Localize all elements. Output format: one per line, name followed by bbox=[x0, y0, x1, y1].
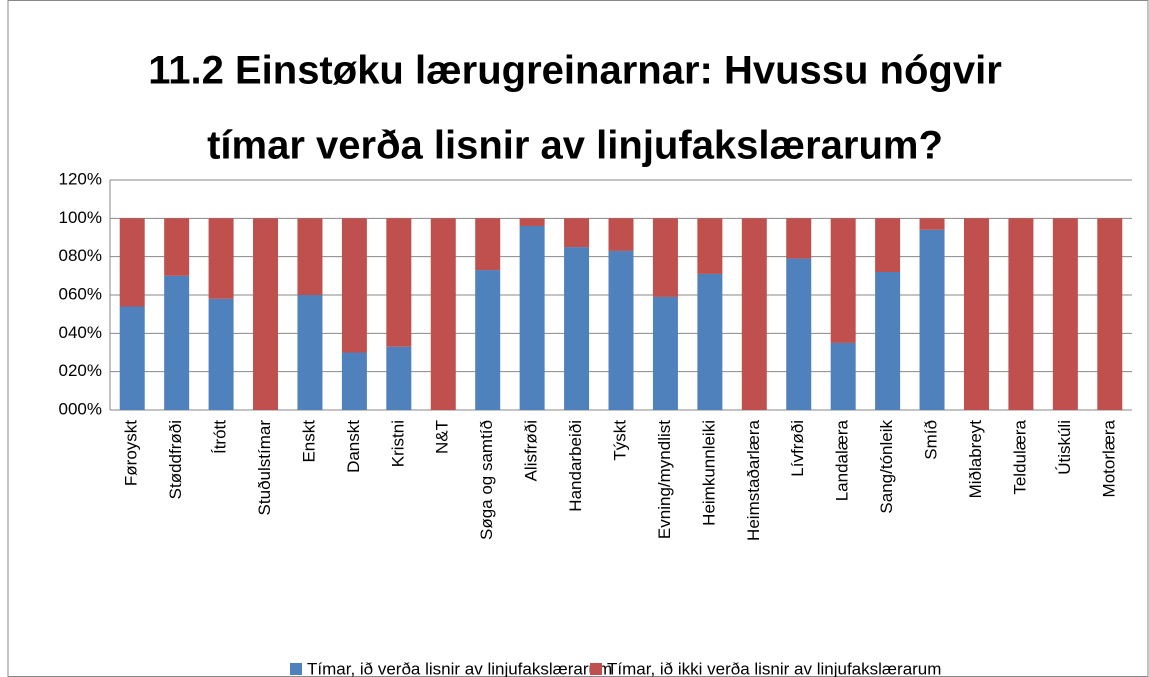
x-tick-label: Stuðulstímar bbox=[255, 420, 274, 516]
x-tick-label: Lívfrøði bbox=[788, 420, 807, 477]
bar-segment bbox=[697, 218, 723, 274]
bar-segment bbox=[164, 275, 190, 410]
bar-segment bbox=[430, 218, 456, 410]
legend-swatch bbox=[290, 663, 302, 675]
bar-segment bbox=[208, 218, 234, 299]
chart-title: tímar verða lisnir av linjufakslærarum? bbox=[207, 124, 943, 168]
bar-segment bbox=[386, 346, 412, 410]
bar-segment bbox=[475, 218, 501, 271]
bar-segment bbox=[963, 218, 989, 410]
bar-segment bbox=[1008, 218, 1034, 410]
x-tick-label: N&T bbox=[433, 420, 452, 454]
x-tick-label: Handarbeiði bbox=[566, 420, 585, 512]
bar-segment bbox=[741, 218, 767, 410]
bar-segment bbox=[564, 218, 590, 248]
x-tick-label: Heimkunnleiki bbox=[699, 420, 718, 526]
bar-segment bbox=[608, 218, 634, 251]
bar-segment bbox=[475, 270, 501, 410]
bar-segment bbox=[519, 218, 545, 226]
x-tick-label: Ítrótt bbox=[211, 420, 230, 454]
bar-segment bbox=[341, 352, 367, 410]
y-tick-label: 000% bbox=[59, 399, 102, 418]
bar-segment bbox=[919, 218, 945, 230]
x-tick-label: Føroyskt bbox=[122, 420, 141, 486]
bar-segment bbox=[164, 218, 190, 276]
bar-segment bbox=[786, 218, 812, 259]
bar-segment bbox=[652, 218, 678, 297]
bar-segment bbox=[1052, 218, 1078, 410]
x-tick-label: Motorlæra bbox=[1099, 419, 1118, 497]
bar-segment bbox=[875, 218, 901, 272]
chart-title: 11.2 Einstøku lærugreinarnar: Hvussu nóg… bbox=[148, 49, 1002, 93]
bar-segment bbox=[119, 306, 145, 410]
x-tick-label: Danskt bbox=[344, 420, 363, 473]
bar-segment bbox=[564, 247, 590, 410]
bar-segment bbox=[697, 273, 723, 410]
bar-segment bbox=[519, 226, 545, 410]
bar-segment bbox=[297, 218, 323, 295]
y-tick-label: 060% bbox=[59, 284, 102, 303]
x-tick-label: Teldulæra bbox=[1010, 419, 1029, 494]
x-tick-label: Alisfrøði bbox=[522, 420, 541, 481]
y-tick-label: 080% bbox=[59, 246, 102, 265]
bar-segment bbox=[919, 229, 945, 410]
legend-label: Tímar, ið verða lisnir av linjufakslærar… bbox=[307, 659, 612, 677]
bar-segment bbox=[208, 298, 234, 410]
bar-segment bbox=[341, 218, 367, 353]
bar-segment bbox=[1097, 218, 1123, 410]
bar-segment bbox=[608, 250, 634, 410]
x-tick-label: Evning/myndlist bbox=[655, 420, 674, 539]
x-tick-label: Týskt bbox=[610, 420, 629, 461]
y-tick-label: 040% bbox=[59, 323, 102, 342]
bar-segment bbox=[652, 296, 678, 410]
bar-segment bbox=[830, 342, 856, 410]
bar-segment bbox=[253, 218, 279, 410]
bar-segment bbox=[297, 295, 323, 410]
legend-swatch bbox=[590, 663, 602, 675]
y-tick-label: 120% bbox=[59, 169, 102, 188]
x-tick-label: Útiskúli bbox=[1055, 420, 1074, 475]
x-tick-label: Søga og samtíð bbox=[477, 420, 496, 540]
x-tick-label: Støddfrøði bbox=[166, 420, 185, 499]
x-tick-label: Landalæra bbox=[833, 419, 852, 501]
bar-segment bbox=[875, 272, 901, 410]
x-tick-label: Sang/tónleik bbox=[877, 420, 896, 514]
x-tick-label: Heimstaðarlæra bbox=[744, 419, 763, 540]
legend-label: Tímar, ið ikki verða lisnir av linjufaks… bbox=[607, 659, 941, 677]
bar-segment bbox=[786, 258, 812, 410]
y-tick-label: 020% bbox=[59, 361, 102, 380]
x-tick-label: Smíð bbox=[922, 420, 941, 460]
y-tick-label: 100% bbox=[59, 208, 102, 227]
x-tick-label: Enskt bbox=[299, 420, 318, 463]
bar-segment bbox=[386, 218, 412, 347]
x-tick-label: Miðlabreyt bbox=[966, 420, 985, 499]
bar-segment bbox=[119, 218, 145, 307]
bar-segment bbox=[830, 218, 856, 343]
x-tick-label: Kristni bbox=[388, 420, 407, 467]
